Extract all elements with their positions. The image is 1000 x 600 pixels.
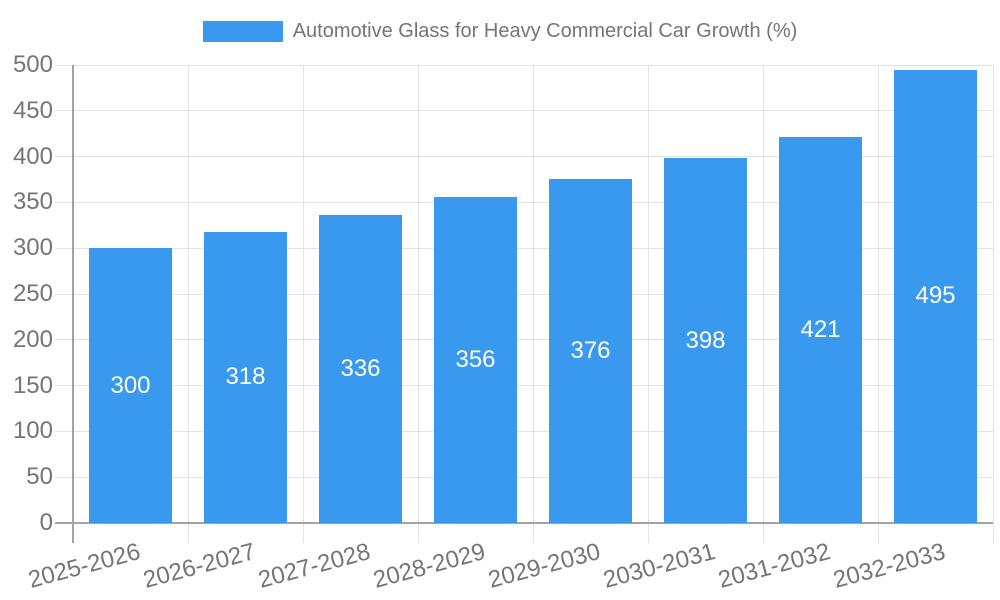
y-tick-label: 450 — [12, 96, 53, 124]
gridline — [55, 339, 993, 341]
bar-value-label: 421 — [800, 316, 841, 344]
x-tick-label[interactable]: 2031-2032 — [715, 538, 833, 594]
bar-2032-2033[interactable] — [894, 69, 977, 523]
y-tick-label: 0 — [39, 509, 53, 536]
x-tick-label[interactable]: 2028-2029 — [370, 538, 488, 594]
y-tick-label: 100 — [12, 417, 53, 445]
chart-legend[interactable]: Automotive Glass for Heavy Commercial Ca… — [0, 20, 1000, 42]
bar-value-label: 336 — [340, 355, 381, 383]
gridline — [187, 65, 189, 543]
gridline — [417, 65, 419, 543]
gridline — [992, 65, 994, 543]
x-tick-label[interactable]: 2025-2026 — [25, 538, 143, 594]
gridline — [55, 293, 993, 295]
bar-2027-2028[interactable] — [319, 215, 402, 523]
gridline — [55, 385, 993, 387]
y-tick-label: 150 — [12, 371, 53, 399]
y-tick-label: 300 — [12, 234, 53, 262]
gridline — [55, 110, 993, 112]
bar-2028-2029[interactable] — [434, 196, 517, 523]
x-tick-label[interactable]: 2026-2027 — [140, 538, 258, 594]
gridline — [532, 65, 534, 543]
y-tick-label: 200 — [12, 325, 53, 353]
gridline — [302, 65, 304, 543]
bar-value-label: 318 — [225, 363, 266, 391]
gridline — [55, 476, 993, 478]
gridline — [55, 430, 993, 432]
bar-2030-2031[interactable] — [664, 158, 747, 523]
bar-value-label: 300 — [110, 371, 151, 399]
bar-value-label: 398 — [685, 326, 726, 354]
y-tick-label: 350 — [12, 188, 53, 216]
x-axis-line — [55, 522, 993, 524]
legend-label: Automotive Glass for Heavy Commercial Ca… — [292, 20, 798, 42]
bar-2026-2027[interactable] — [204, 231, 287, 523]
gridline — [55, 64, 993, 66]
bar-value-label: 495 — [915, 282, 956, 310]
x-tick-label[interactable]: 2032-2033 — [830, 538, 948, 594]
bar-value-label: 376 — [570, 336, 611, 364]
bar-value-label: 356 — [455, 345, 496, 373]
bar-2031-2032[interactable] — [779, 137, 862, 523]
gridline — [877, 65, 879, 543]
x-tick-label[interactable]: 2029-2030 — [485, 538, 603, 594]
y-axis-line — [72, 65, 74, 543]
y-tick-label: 400 — [12, 142, 53, 170]
gridline — [55, 156, 993, 158]
bar-2025-2026[interactable] — [89, 248, 172, 523]
legend-swatch — [202, 20, 283, 42]
x-tick-label[interactable]: 2030-2031 — [600, 538, 718, 594]
y-tick-label: 250 — [12, 280, 53, 307]
y-tick-label: 500 — [12, 51, 53, 78]
bar-2029-2030[interactable] — [549, 178, 632, 523]
x-tick-label[interactable]: 2027-2028 — [255, 538, 373, 594]
gridline — [762, 65, 764, 543]
y-tick-label: 50 — [26, 463, 53, 491]
gridline — [55, 201, 993, 203]
gridline — [55, 247, 993, 249]
gridline — [647, 65, 649, 543]
